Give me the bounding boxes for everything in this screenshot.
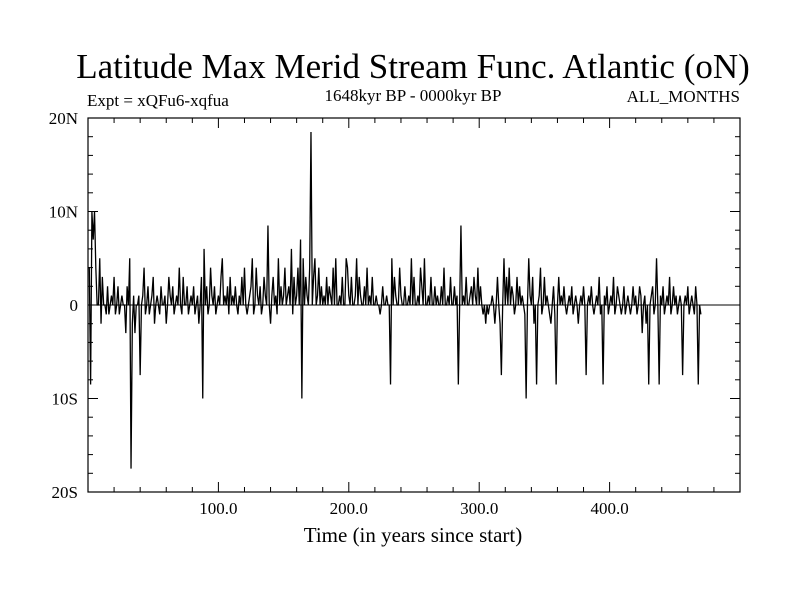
chart-title: Latitude Max Merid Stream Func. Atlantic… bbox=[76, 47, 750, 86]
x-axis-tick-labels: 100.0 200.0 300.0 400.0 bbox=[199, 499, 628, 518]
x-tick-label: 300.0 bbox=[460, 499, 498, 518]
y-tick-label: 20S bbox=[52, 483, 78, 502]
y-tick-label: 10N bbox=[49, 203, 78, 222]
y-tick-label: 20N bbox=[49, 109, 78, 128]
chart-subtitle-experiment: Expt = xQFu6-xqfua bbox=[87, 91, 229, 110]
chart-subtitle-months: ALL_MONTHS bbox=[627, 87, 740, 106]
chart-subtitle-period: 1648kyr BP - 0000kyr BP bbox=[325, 86, 502, 105]
x-tick-label: 400.0 bbox=[590, 499, 628, 518]
data-line-series bbox=[88, 132, 702, 469]
y-tick-label: 10S bbox=[52, 390, 78, 409]
y-tick-label: 0 bbox=[70, 296, 79, 315]
x-tick-label: 100.0 bbox=[199, 499, 237, 518]
x-axis-label: Time (in years since start) bbox=[304, 523, 523, 547]
y-axis-tick-labels: 20N 10N 0 10S 20S bbox=[49, 109, 78, 502]
x-tick-label: 200.0 bbox=[330, 499, 368, 518]
